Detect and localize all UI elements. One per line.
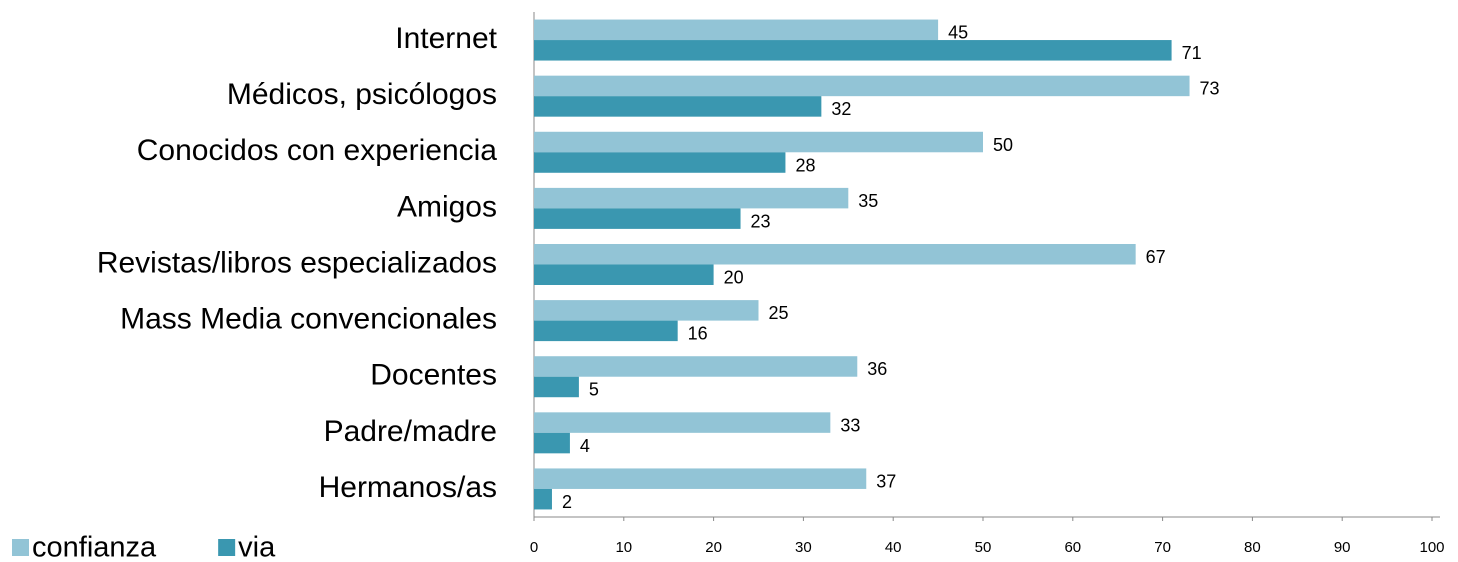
bar — [534, 40, 1172, 61]
value-label: 25 — [769, 303, 789, 323]
legend-swatch — [218, 539, 236, 556]
bar — [534, 244, 1136, 265]
value-label: 5 — [589, 380, 599, 400]
value-label: 23 — [751, 211, 771, 231]
x-tick-label: 60 — [1064, 539, 1081, 556]
bar — [534, 320, 678, 342]
category-label: Padre/madre — [324, 415, 497, 448]
value-label: 16 — [688, 324, 708, 344]
bar — [534, 432, 570, 454]
x-tick-label: 80 — [1244, 539, 1261, 556]
value-label: 33 — [840, 415, 860, 435]
category-label: Médicos, psicólogos — [227, 78, 497, 111]
x-tick-label: 100 — [1419, 539, 1444, 556]
value-label: 32 — [831, 99, 851, 119]
category-label: Revistas/libros especializados — [97, 246, 497, 279]
category-label: Amigos — [397, 190, 497, 223]
bar — [534, 187, 849, 209]
value-label: 35 — [858, 191, 878, 211]
legend-swatch — [12, 539, 29, 556]
x-tick-label: 50 — [975, 539, 992, 556]
value-label: 2 — [562, 492, 572, 512]
bar — [534, 75, 1190, 97]
bar — [534, 264, 714, 285]
value-label: 4 — [580, 436, 590, 456]
bar — [534, 300, 759, 321]
value-label: 20 — [724, 268, 744, 288]
legend-label: confianza — [32, 532, 157, 562]
bar — [534, 412, 831, 433]
value-label: 67 — [1146, 247, 1166, 267]
value-label: 73 — [1200, 79, 1220, 99]
category-label: Docentes — [370, 359, 497, 392]
category-label: Hermanos/as — [319, 471, 497, 504]
bar — [534, 208, 741, 229]
value-label: 71 — [1182, 43, 1202, 63]
x-tick-label: 10 — [615, 539, 632, 556]
x-tick-label: 90 — [1334, 539, 1351, 556]
bar — [534, 356, 858, 377]
value-label: 36 — [867, 359, 887, 379]
bar — [534, 131, 983, 153]
value-label: 37 — [876, 471, 896, 491]
bar — [534, 376, 579, 398]
category-label: Mass Media convencionales — [120, 303, 497, 336]
x-tick-label: 40 — [885, 539, 902, 556]
value-label: 50 — [993, 135, 1013, 155]
legend-label: via — [238, 532, 276, 562]
x-tick-label: 0 — [530, 539, 538, 556]
x-tick-label: 20 — [705, 539, 722, 556]
bar — [534, 152, 786, 173]
bar — [534, 488, 552, 510]
bar — [534, 19, 939, 41]
category-label: Conocidos con experiencia — [137, 134, 498, 167]
value-label: 45 — [948, 23, 968, 43]
x-tick-label: 30 — [795, 539, 812, 556]
x-tick-label: 70 — [1154, 539, 1171, 556]
bar — [534, 468, 867, 489]
bar — [534, 96, 822, 117]
category-label: Internet — [395, 22, 497, 55]
value-label: 28 — [795, 155, 815, 175]
